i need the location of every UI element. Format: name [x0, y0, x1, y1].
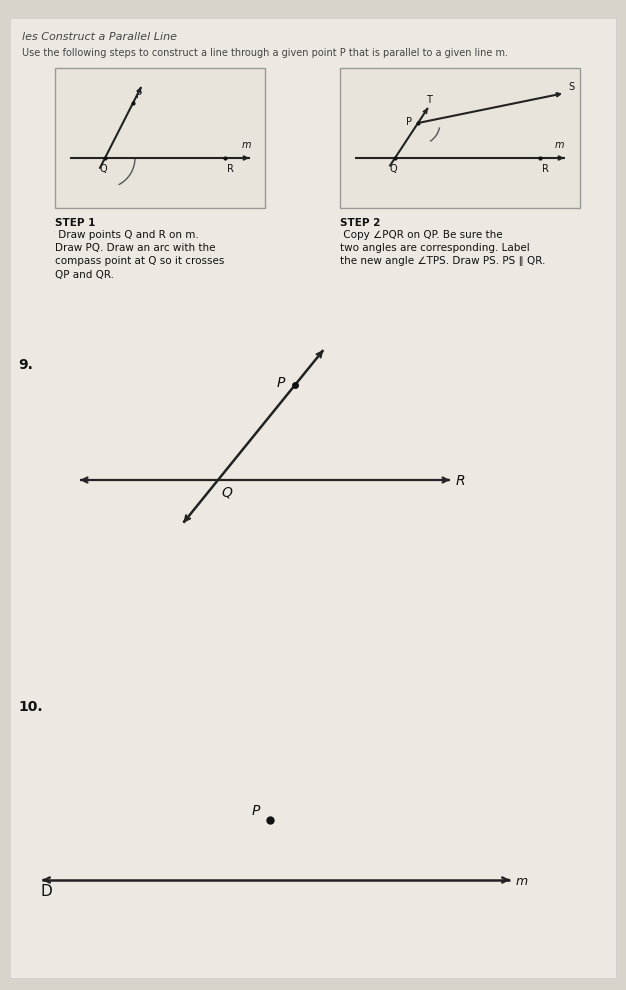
Text: Use the following steps to construct a line through a given point P that is para: Use the following steps to construct a l… — [22, 48, 508, 58]
Text: Copy ∠PQR on QP. Be sure the
two angles are corresponding. Label
the new angle ∠: Copy ∠PQR on QP. Be sure the two angles … — [340, 230, 545, 266]
Text: 10.: 10. — [18, 700, 43, 714]
Text: S: S — [568, 82, 574, 92]
Text: les Construct a Parallel Line: les Construct a Parallel Line — [22, 32, 177, 42]
Text: R: R — [542, 164, 549, 174]
Text: Draw points Q and R on m.
Draw PQ. Draw an arc with the
compass point at Q so it: Draw points Q and R on m. Draw PQ. Draw … — [55, 230, 224, 279]
FancyBboxPatch shape — [10, 18, 616, 978]
Text: m: m — [516, 875, 528, 888]
Bar — [340, 68, 580, 208]
Text: R: R — [227, 164, 234, 174]
Text: P: P — [277, 376, 285, 390]
Text: Q: Q — [99, 164, 106, 174]
Text: P: P — [252, 804, 260, 818]
Text: P: P — [406, 117, 412, 127]
Text: Q: Q — [221, 485, 232, 499]
Text: m: m — [555, 140, 565, 150]
Bar — [55, 68, 265, 208]
Text: R: R — [456, 474, 466, 488]
Text: m: m — [242, 140, 252, 150]
Text: Q: Q — [389, 164, 397, 174]
Text: D: D — [40, 884, 52, 899]
Text: STEP 2: STEP 2 — [340, 218, 381, 228]
Text: 9.: 9. — [18, 358, 33, 372]
Text: P: P — [136, 90, 142, 100]
Text: T: T — [426, 95, 432, 105]
Text: STEP 1: STEP 1 — [55, 218, 95, 228]
